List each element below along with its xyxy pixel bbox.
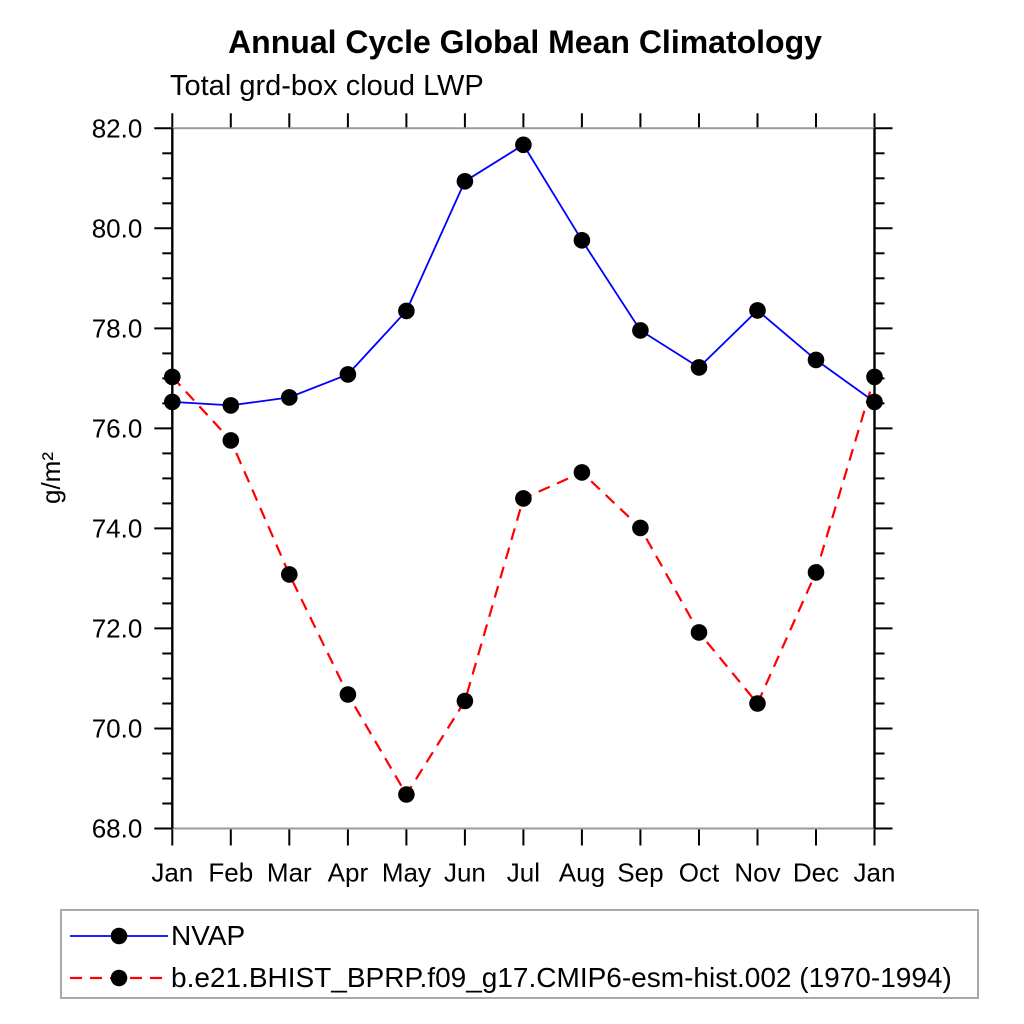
svg-text:76.0: 76.0 — [92, 413, 143, 443]
chart-subtitle: Total grd-box cloud LWP — [170, 70, 484, 102]
svg-text:Oct: Oct — [679, 858, 720, 888]
svg-text:80.0: 80.0 — [92, 213, 143, 243]
svg-text:Apr: Apr — [328, 858, 369, 888]
svg-text:Jan: Jan — [151, 858, 193, 888]
chart-title: Annual Cycle Global Mean Climatology — [228, 24, 822, 60]
legend-entry-nvap: NVAP — [68, 916, 245, 956]
svg-text:74.0: 74.0 — [92, 513, 143, 543]
svg-text:68.0: 68.0 — [92, 814, 143, 844]
legend-label: NVAP — [171, 920, 246, 951]
legend-label: b.e21.BHIST_BPRP.f09_g17.CMIP6-esm-hist.… — [171, 962, 952, 993]
x-axis-ticks — [171, 113, 876, 846]
svg-text:Nov: Nov — [734, 858, 780, 888]
svg-text:82.0: 82.0 — [92, 113, 143, 143]
svg-text:72.0: 72.0 — [92, 613, 143, 643]
svg-text:Sep: Sep — [617, 858, 663, 888]
x-axis-tick-labels: Jan Feb Mar Apr May Jun Jul Aug Sep Oct Nov Dec Jan — [151, 858, 895, 888]
legend-line-sample-solid — [70, 927, 168, 945]
legend-line-sample-dashed — [70, 969, 168, 987]
series-line-1 — [171, 376, 876, 797]
y-axis-tick-labels: 68.0 70.0 72.0 74.0 76.0 78.0 80.0 82.0 — [92, 113, 143, 843]
data-point-markers — [164, 136, 883, 803]
svg-text:Aug: Aug — [559, 858, 605, 888]
plot-area: 68.0 70.0 72.0 74.0 76.0 78.0 80.0 82.0 Jan Feb Ma… — [36, 113, 895, 888]
legend: NVAP b.e21.BHIST_BPRP.f09_g17.CMIP6-esm-… — [60, 909, 979, 999]
svg-text:Dec: Dec — [793, 858, 839, 888]
plot-frame — [171, 127, 876, 830]
svg-text:Feb: Feb — [208, 858, 253, 888]
svg-text:May: May — [382, 858, 431, 888]
svg-text:Jun: Jun — [444, 858, 486, 888]
y-axis-ticks — [154, 127, 893, 830]
svg-text:Mar: Mar — [267, 858, 312, 888]
legend-entry-model: b.e21.BHIST_BPRP.f09_g17.CMIP6-esm-hist.… — [68, 958, 952, 998]
svg-text:78.0: 78.0 — [92, 313, 143, 343]
svg-text:Jan: Jan — [854, 858, 896, 888]
svg-text:Jul: Jul — [507, 858, 540, 888]
series-line-0 — [172, 143, 876, 407]
y-axis-title: g/m² — [36, 452, 66, 504]
svg-text:70.0: 70.0 — [92, 714, 143, 744]
